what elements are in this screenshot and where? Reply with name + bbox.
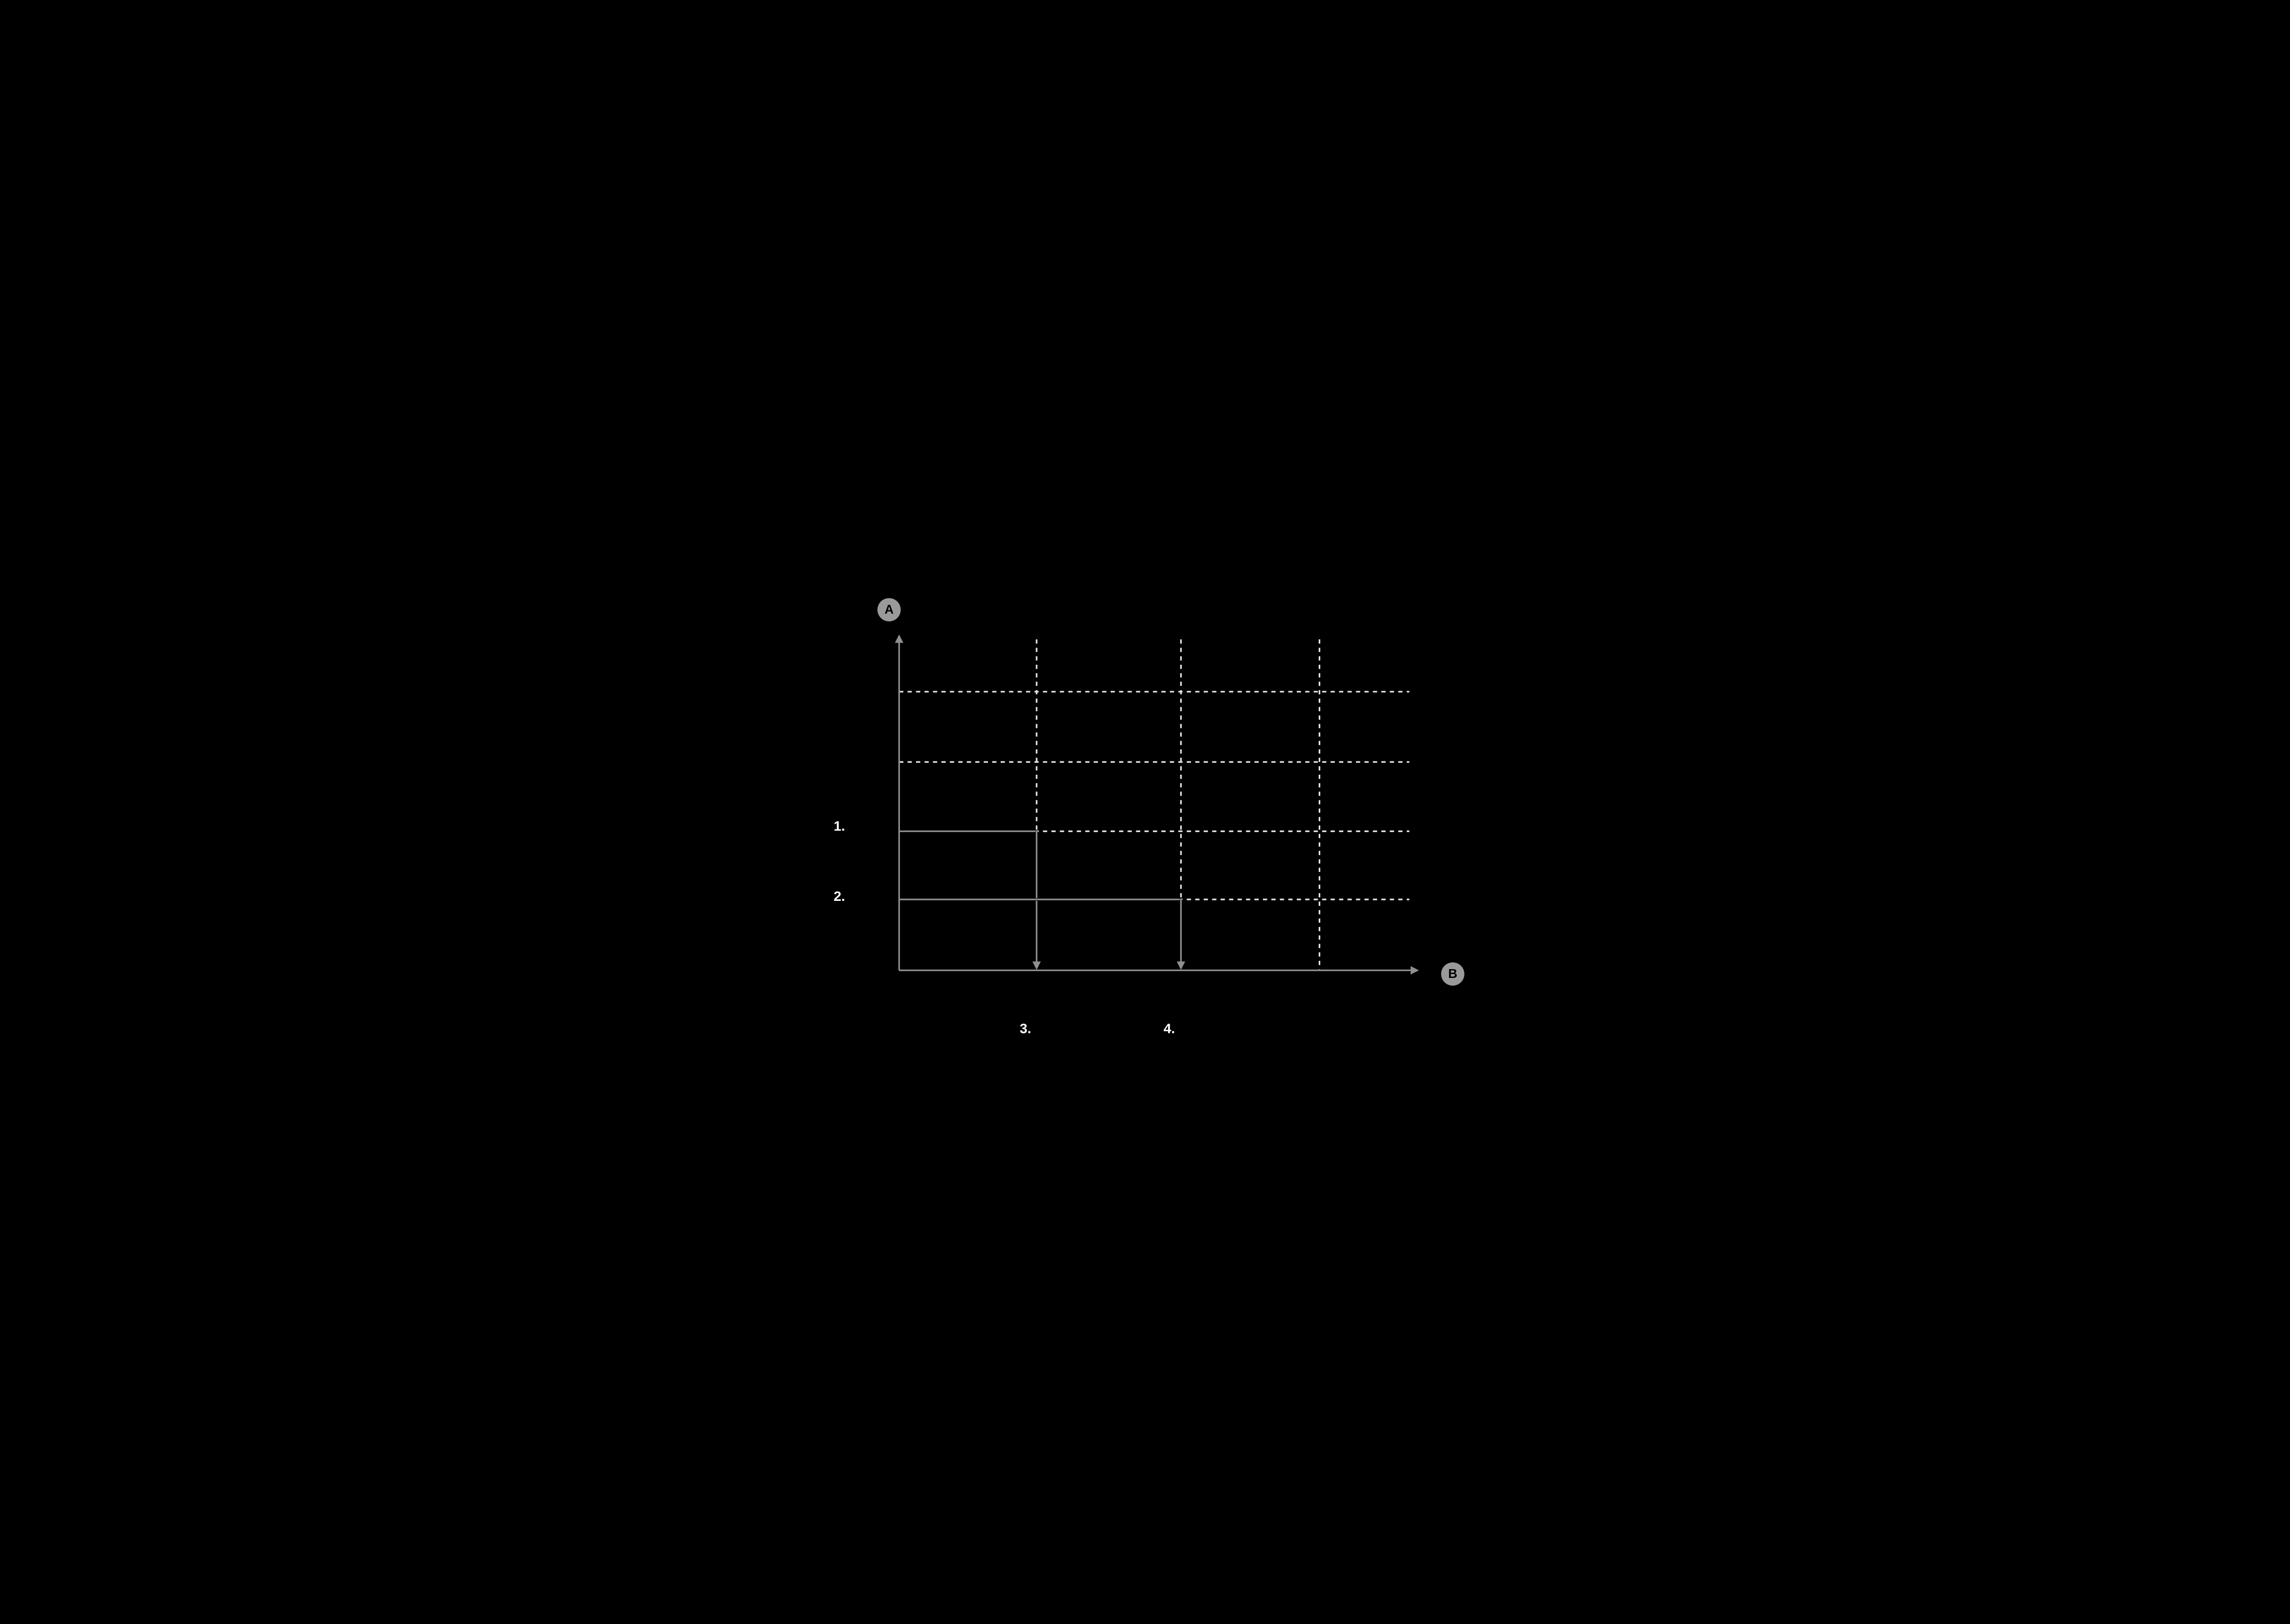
- diagram-svg: A B 1. 2. 3. 4.: [801, 568, 1489, 1056]
- A-badge-label: A: [884, 603, 894, 617]
- B-badge-label: B: [1448, 967, 1457, 981]
- diagram-container: A B 1. 2. 3. 4.: [801, 568, 1489, 1056]
- x-label-1: 3.: [1020, 1021, 1031, 1036]
- background: [801, 568, 1489, 1056]
- y-label-1: 1.: [834, 818, 845, 833]
- y-label-2: 2.: [834, 889, 845, 904]
- x-label-2: 4.: [1164, 1021, 1175, 1036]
